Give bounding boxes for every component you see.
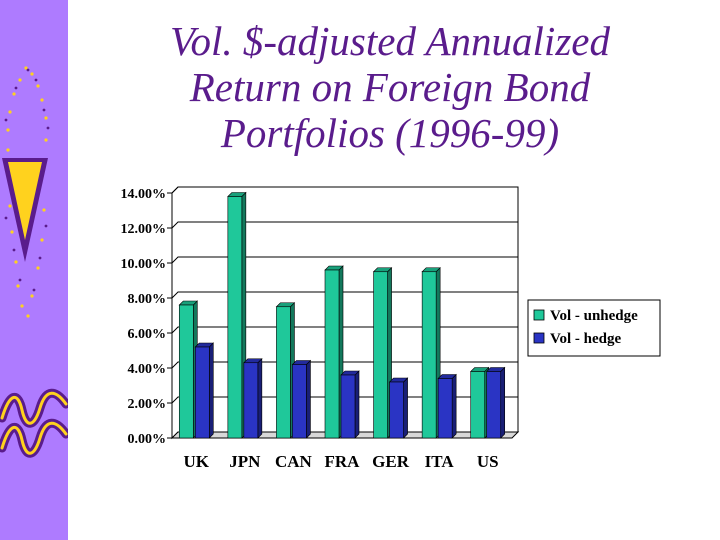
decorative-sidebar — [0, 0, 68, 540]
title-line: Portfolios (1996-99) — [220, 110, 560, 156]
x-tick-label: US — [477, 452, 499, 471]
gridline — [171, 326, 518, 334]
gridline — [171, 221, 518, 229]
y-tick-label: 8.00% — [128, 292, 167, 307]
bar — [486, 371, 502, 439]
bar — [227, 196, 243, 439]
x-tick-label: ITA — [425, 452, 455, 471]
bar-side — [208, 342, 214, 439]
bar-side — [306, 359, 311, 439]
gridline — [171, 361, 518, 369]
bar — [373, 271, 388, 439]
y-tick-label: 10.00% — [121, 257, 167, 272]
sidebar-ornament — [0, 66, 68, 458]
bar-side — [354, 370, 360, 439]
dotted-diamond-icon — [6, 66, 48, 318]
x-tick-label: UK — [184, 452, 210, 471]
bar — [292, 364, 307, 439]
legend-swatch — [533, 309, 545, 321]
wave-icon — [0, 388, 68, 458]
x-tick-label: GER — [372, 452, 410, 471]
legend-label: Vol - hedge — [550, 331, 621, 347]
bar — [421, 271, 437, 439]
y-tick-label: 12.00% — [121, 222, 167, 237]
title-line: Vol. $-adjusted Annualized — [170, 18, 610, 64]
bar — [243, 362, 259, 439]
y-tick-label: 4.00% — [128, 362, 167, 377]
y-tick-label: 6.00% — [128, 327, 167, 342]
bar — [276, 306, 291, 439]
legend-swatch — [533, 332, 545, 344]
bar — [340, 374, 356, 439]
bar-side — [500, 366, 506, 439]
legend-label: Vol - unhedge — [550, 308, 638, 324]
bar-side — [257, 358, 263, 439]
bar-side — [403, 377, 408, 439]
y-tick-label: 14.00% — [121, 187, 167, 202]
gridline — [171, 291, 518, 299]
legend-box — [527, 299, 661, 357]
triangle-icon — [2, 158, 48, 262]
bar — [470, 371, 486, 439]
bar — [194, 346, 210, 439]
y-tick-label: 2.00% — [128, 397, 167, 412]
title-line: Return on Foreign Bond — [189, 64, 591, 110]
gridline — [171, 256, 518, 264]
bar — [324, 269, 340, 439]
bar — [389, 381, 404, 439]
x-tick-label: JPN — [229, 452, 261, 471]
bar-side — [451, 373, 457, 439]
bar — [178, 304, 194, 439]
x-tick-label: FRA — [325, 452, 361, 471]
bar — [437, 378, 453, 439]
x-tick-label: CAN — [275, 452, 313, 471]
slide-title: Vol. $-adjusted Annualized Return on For… — [80, 18, 700, 156]
y-tick-label: 0.00% — [128, 432, 167, 447]
gridline — [171, 186, 518, 194]
